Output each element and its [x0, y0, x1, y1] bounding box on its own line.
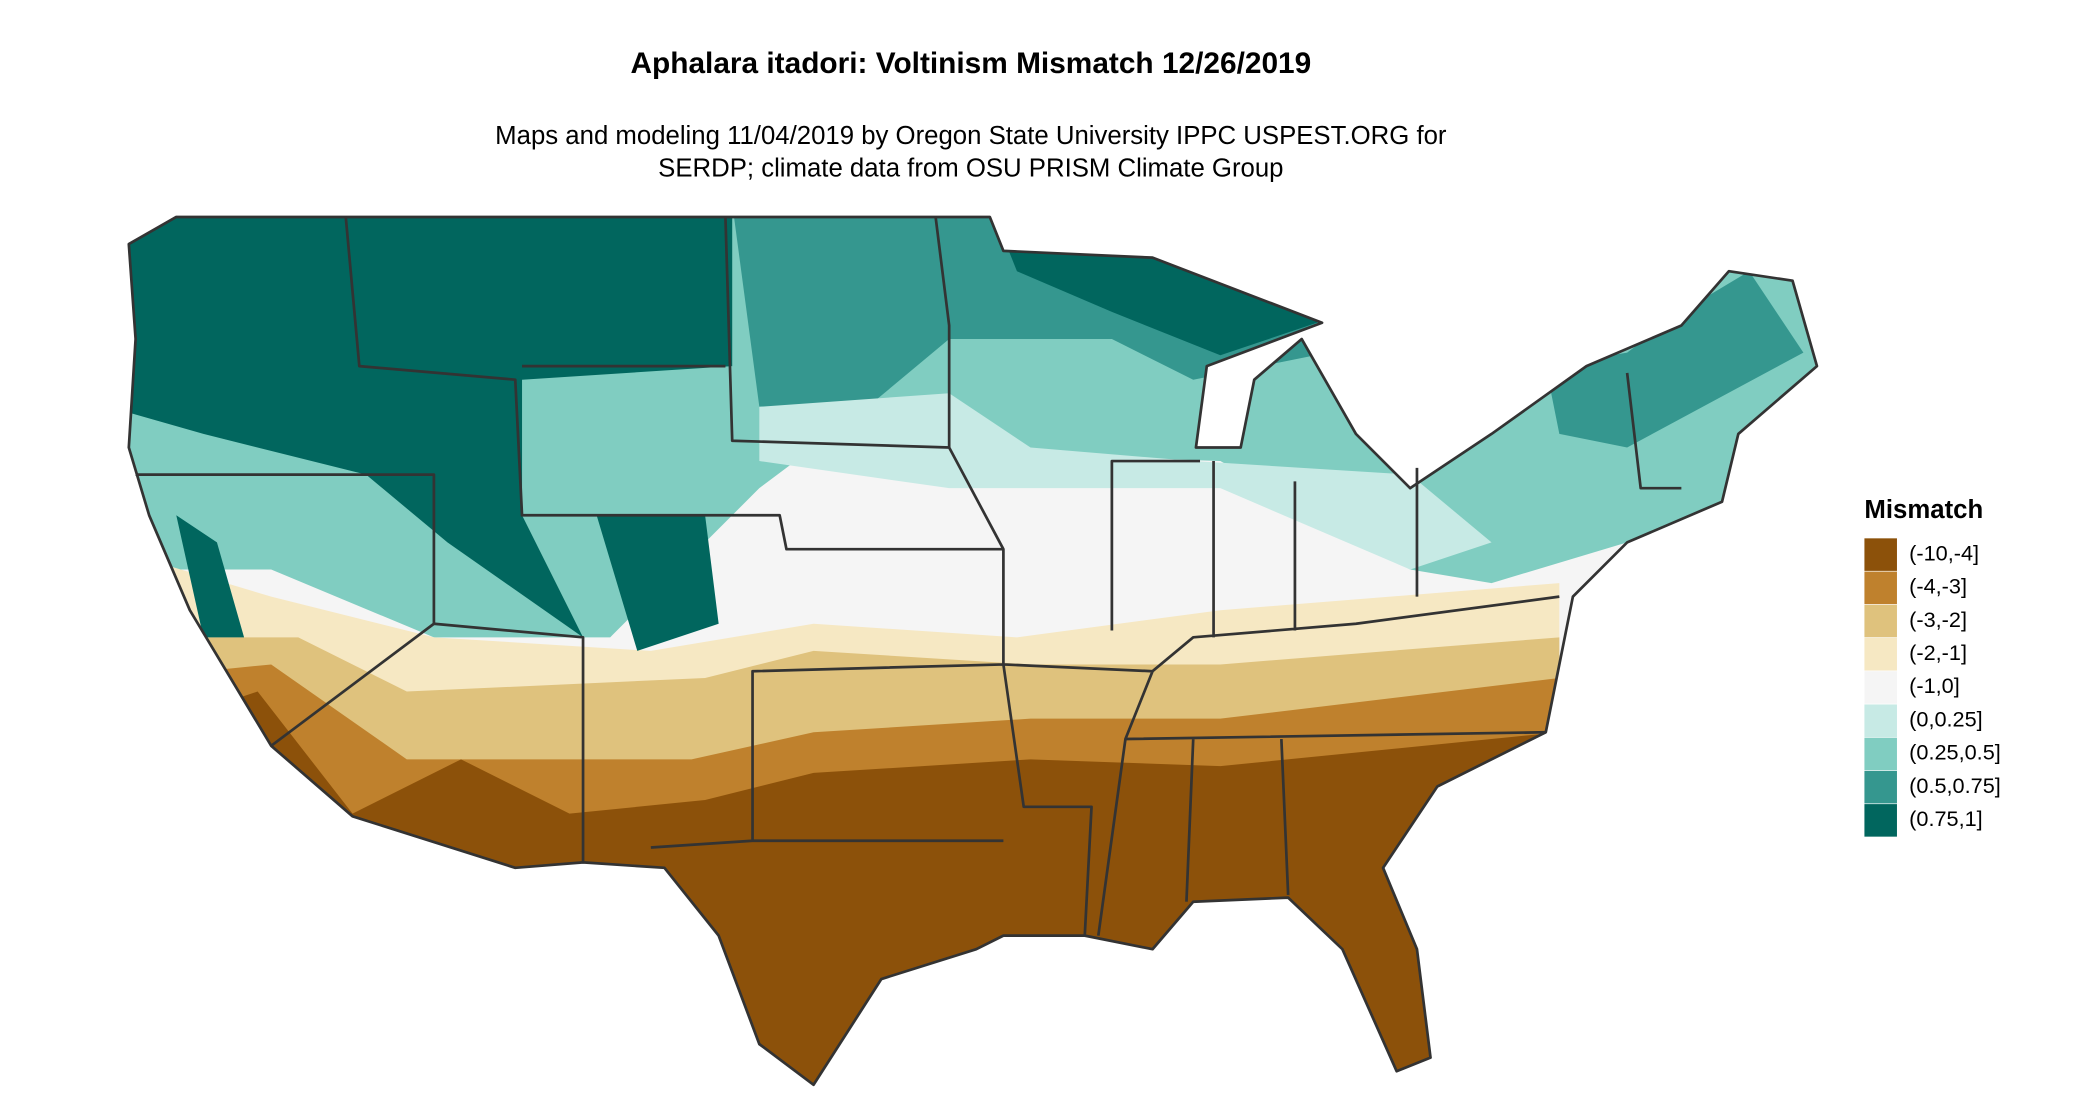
- legend-swatch: [1864, 638, 1897, 671]
- legend-label: (-4,-3]: [1909, 574, 1967, 599]
- legend-label: (-3,-2]: [1909, 607, 1967, 632]
- climate-zone: [176, 515, 719, 651]
- legend-swatch: [1864, 804, 1897, 837]
- map-subtitle: Maps and modeling 11/04/2019 by Oregon S…: [495, 122, 1447, 150]
- legend-title: Mismatch: [1864, 496, 1983, 524]
- legend-label: (-2,-1]: [1909, 640, 1967, 665]
- state-borders: [127, 215, 1819, 1087]
- legend-label: (0.75,1]: [1909, 806, 1983, 831]
- legend-label: (0.5,0.75]: [1909, 773, 2001, 798]
- legend-swatch: [1864, 737, 1897, 771]
- climate-zone: [128, 216, 733, 638]
- legend-swatch: [1864, 770, 1897, 804]
- legend-swatch: [1864, 604, 1897, 638]
- map-subtitle: SERDP; climate data from OSU PRISM Clima…: [658, 154, 1283, 182]
- map-title: Aphalara itadori: Voltinism Mismatch 12/…: [630, 47, 1311, 80]
- legend-label: (-1,0]: [1909, 673, 1960, 698]
- climate-zone: [759, 393, 1492, 570]
- legend-swatch: [1864, 538, 1897, 571]
- legend-swatch: [1864, 671, 1897, 704]
- legend-label: (-10,-4]: [1909, 540, 1979, 565]
- legend-label: (0,0.25]: [1909, 706, 1983, 731]
- legend-label: (0.25,0.5]: [1909, 740, 2001, 765]
- legend-swatch: [1864, 704, 1897, 737]
- legend-swatch: [1864, 571, 1897, 605]
- climate-zone: [1545, 271, 1804, 448]
- legend: (-10,-4] (-4,-3] (-3,-2] (-2,-1] (-1,0] (0,0.…: [1864, 538, 2001, 837]
